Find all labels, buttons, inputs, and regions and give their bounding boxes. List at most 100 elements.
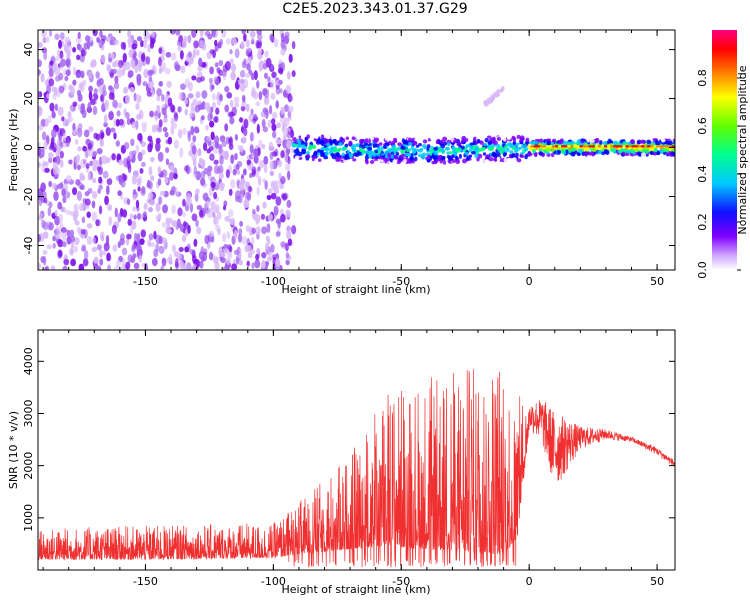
spectral-blob (373, 139, 378, 144)
spectral-blob (88, 71, 93, 78)
spectral-blob (149, 139, 154, 149)
spectral-blob (565, 149, 569, 154)
spectral-blob (215, 78, 220, 86)
spectral-blob (38, 199, 43, 207)
spectral-blob (150, 175, 155, 181)
spectral-blob (465, 144, 469, 149)
spectral-blob (255, 253, 260, 261)
spectral-blob (53, 191, 59, 202)
spectral-blob (426, 158, 431, 163)
spectral-blob (369, 159, 375, 164)
spectral-blob (359, 139, 363, 144)
spectral-blob (245, 49, 249, 57)
spectral-blob (72, 101, 78, 107)
spectral-blob (660, 138, 666, 143)
spectral-blob (200, 115, 205, 121)
x-tick-label: -50 (392, 275, 410, 288)
spectral-blob (205, 200, 210, 207)
spectral-blob (275, 231, 281, 238)
spectral-blob (65, 175, 72, 183)
spectral-blob (185, 262, 192, 270)
spectral-blob (219, 155, 224, 165)
spectral-blob (234, 101, 240, 108)
spectral-blob (54, 56, 61, 62)
spectral-blob (115, 118, 120, 127)
spectral-blob (170, 104, 176, 113)
spectral-blob (198, 103, 205, 110)
spectral-blob (397, 136, 403, 142)
spectral-blob (419, 147, 424, 151)
spectral-blob (215, 141, 219, 149)
spectral-blob (92, 30, 98, 37)
spectral-blob (171, 244, 176, 253)
spectral-blob (119, 233, 125, 241)
spectral-blob (218, 59, 224, 67)
spectral-blob (67, 50, 71, 58)
spectral-blob (610, 145, 615, 148)
spectral-blob (280, 241, 286, 248)
spectral-blob (54, 215, 61, 226)
spectral-blob (215, 225, 221, 232)
spectral-blob (603, 149, 609, 154)
spectral-blob (161, 49, 166, 57)
spectral-blob (284, 31, 290, 38)
spectral-blob (138, 255, 143, 263)
snr-x-ticks: -150 -100 -50 0 50 (42, 330, 664, 588)
spectral-blob (154, 110, 159, 117)
spectral-blob (42, 249, 48, 255)
spectral-blob (141, 186, 146, 194)
spectral-blob (85, 163, 90, 169)
spectrogram-y-label: Frequency (Hz) (7, 109, 20, 192)
spectral-blob (451, 159, 457, 164)
spectral-blob (564, 145, 569, 148)
spectral-blob (302, 149, 306, 154)
spectral-blob (342, 159, 348, 164)
spectral-blob (164, 131, 169, 138)
spectral-blob (226, 37, 231, 45)
spectral-blob (67, 111, 72, 119)
spectral-blob (241, 30, 247, 35)
spectral-blob (72, 66, 77, 76)
spectral-blob (196, 49, 200, 56)
spectral-blob (212, 49, 216, 59)
spectral-blob (66, 118, 71, 125)
spectral-blob (619, 145, 624, 148)
spectral-blob (584, 146, 589, 152)
spectral-blob (512, 141, 516, 145)
spectral-blob (38, 262, 42, 270)
spectral-blob (268, 141, 274, 150)
spectral-blob (242, 168, 247, 176)
spectral-blob (135, 93, 141, 104)
spectral-blob (196, 226, 202, 235)
spectral-blob (38, 142, 41, 148)
spectral-blob (654, 140, 659, 146)
spectral-blob (376, 152, 381, 157)
spectral-blob (209, 66, 214, 75)
spectral-blob (71, 187, 78, 196)
spectral-blob (87, 171, 91, 181)
spectral-blob (590, 139, 595, 144)
spectral-blob (656, 151, 661, 155)
spectral-blob (280, 106, 285, 115)
spectral-blob (76, 54, 81, 61)
spectral-blob (80, 102, 86, 113)
spectral-blob (300, 140, 305, 145)
spectral-blob (213, 116, 218, 123)
spectral-blob (176, 218, 181, 228)
spectral-blob (270, 92, 276, 100)
spectral-blob (175, 30, 181, 36)
spectral-blob (275, 86, 281, 95)
spectral-blob (304, 141, 308, 147)
spectral-blob (64, 36, 71, 45)
spectral-blob (106, 65, 112, 72)
spectral-blob (229, 116, 235, 125)
spectral-blob (271, 111, 278, 120)
spectral-blob (291, 41, 296, 50)
spectral-blob (286, 199, 292, 208)
spectral-blob (229, 58, 234, 64)
spectral-blob (485, 154, 491, 158)
spectral-blob (291, 70, 296, 77)
spectral-blob (46, 93, 50, 99)
spectral-blob (241, 235, 248, 245)
spectral-blob (195, 91, 201, 99)
